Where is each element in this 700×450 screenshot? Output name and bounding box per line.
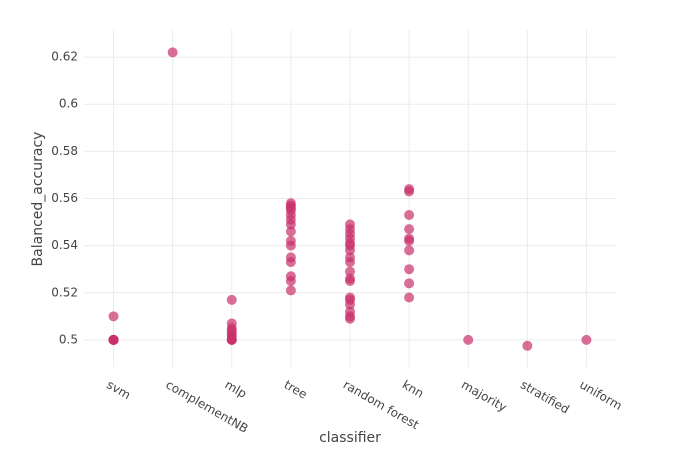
point: [108, 311, 119, 322]
y-tick-label: 0.58: [51, 144, 78, 158]
x-tick-label: tree: [282, 378, 310, 402]
point: [404, 235, 415, 246]
point: [404, 209, 415, 220]
point: [404, 245, 415, 256]
x-tick-label: mlp: [223, 378, 250, 401]
x-tick-label: knn: [400, 378, 426, 401]
point: [404, 186, 415, 197]
x-tick-label: svm: [104, 378, 133, 403]
point: [581, 334, 592, 345]
grid: [84, 30, 616, 367]
y-tick-label: 0.54: [51, 238, 78, 252]
y-tick-label: 0.52: [51, 285, 78, 299]
point: [404, 278, 415, 289]
point: [345, 266, 355, 277]
point: [345, 313, 355, 324]
point: [404, 292, 415, 303]
point: [522, 340, 533, 351]
point: [285, 275, 296, 286]
y-tick-label: 0.6: [59, 97, 78, 111]
point: [285, 240, 296, 251]
point: [226, 334, 237, 345]
x-tick-label: stratified: [518, 378, 572, 417]
x-tick-label: majority: [459, 378, 509, 415]
x-axis-title: classifier: [319, 430, 381, 446]
point: [285, 219, 296, 230]
point: [108, 334, 119, 345]
point: [463, 334, 474, 345]
point: [167, 47, 178, 58]
y-tick-label: 0.62: [51, 50, 78, 64]
point: [404, 224, 415, 235]
point: [285, 285, 296, 296]
point: [285, 257, 296, 268]
point: [345, 275, 355, 286]
y-axis-title: Balanced_accuracy: [30, 132, 46, 267]
point: [404, 264, 415, 275]
point: [345, 245, 355, 256]
point: [345, 299, 355, 310]
point: [285, 226, 296, 237]
point: [345, 257, 355, 268]
y-tick-label: 0.5: [59, 332, 78, 346]
y-tick-label: 0.56: [51, 191, 78, 205]
x-tick-label: uniform: [577, 378, 624, 413]
point: [226, 294, 237, 305]
